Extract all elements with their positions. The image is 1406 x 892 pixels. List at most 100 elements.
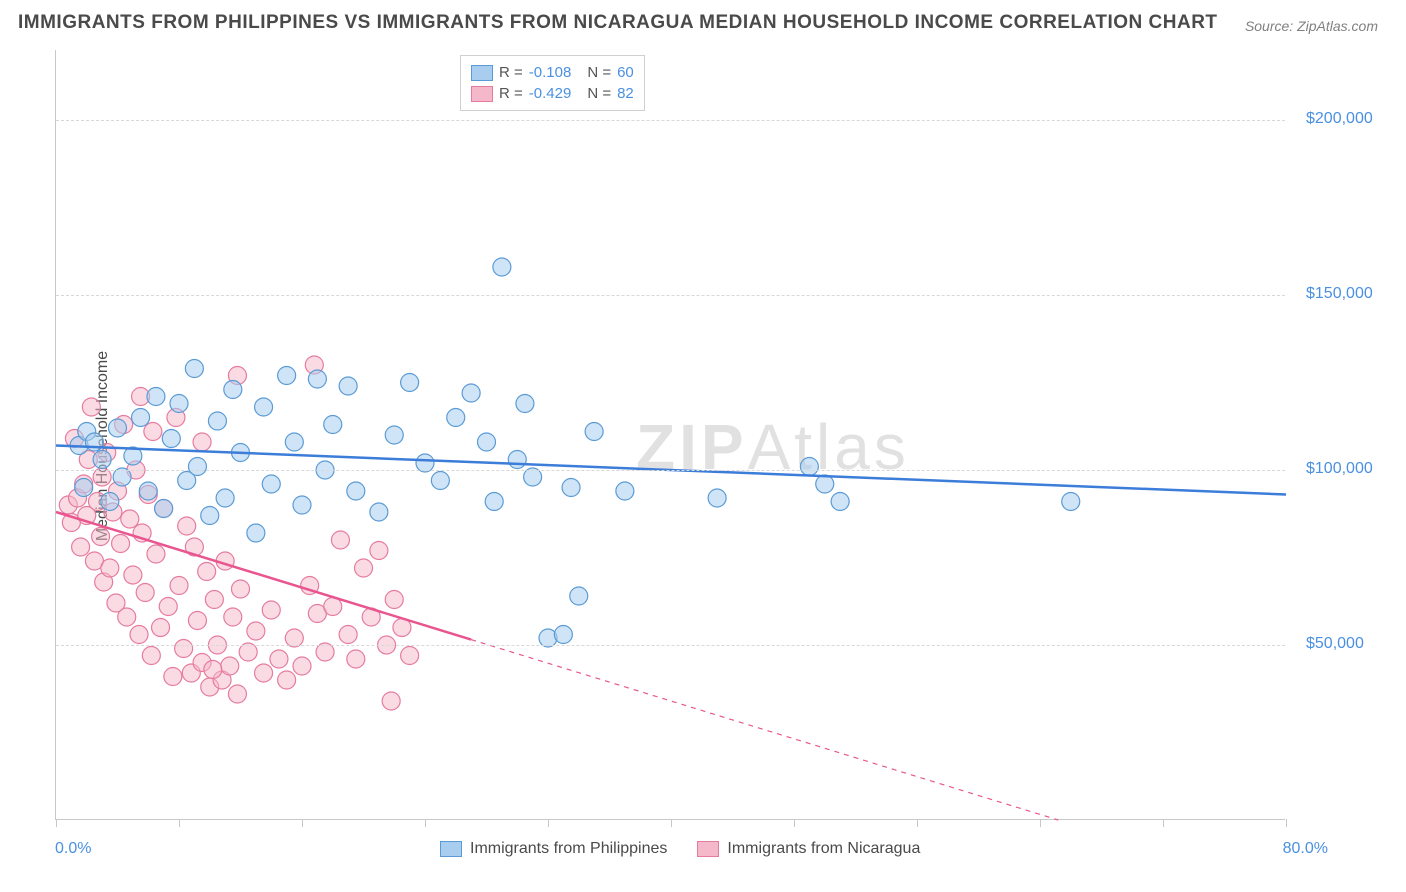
data-point-nicaragua xyxy=(147,545,165,563)
data-point-philippines xyxy=(493,258,511,276)
data-point-nicaragua xyxy=(278,671,296,689)
data-point-philippines xyxy=(247,524,265,542)
legend-bottom-item-2: Immigrants from Nicaragua xyxy=(697,840,920,858)
legend-top-row-2: R = -0.429 N = 82 xyxy=(471,83,634,104)
ytick-label: $100,000 xyxy=(1306,460,1373,478)
data-point-nicaragua xyxy=(204,661,222,679)
data-point-nicaragua xyxy=(118,608,136,626)
data-point-nicaragua xyxy=(142,647,160,665)
data-point-nicaragua xyxy=(124,566,142,584)
gridline xyxy=(56,295,1285,296)
data-point-philippines xyxy=(800,458,818,476)
data-point-nicaragua xyxy=(121,510,139,528)
chart-container: IMMIGRANTS FROM PHILIPPINES VS IMMIGRANT… xyxy=(0,0,1406,892)
ytick-label: $150,000 xyxy=(1306,285,1373,303)
data-point-philippines xyxy=(101,493,119,511)
data-point-nicaragua xyxy=(178,517,196,535)
ytick-label: $200,000 xyxy=(1306,110,1373,128)
data-point-philippines xyxy=(185,360,203,378)
data-point-nicaragua xyxy=(331,531,349,549)
data-point-philippines xyxy=(708,489,726,507)
data-point-philippines xyxy=(585,423,603,441)
x-min-label: 0.0% xyxy=(55,840,91,858)
data-point-philippines xyxy=(508,451,526,469)
data-point-nicaragua xyxy=(355,559,373,577)
swatch-philippines-b xyxy=(440,841,462,857)
data-point-nicaragua xyxy=(255,664,273,682)
xtick xyxy=(56,819,57,827)
data-point-philippines xyxy=(431,472,449,490)
data-point-philippines xyxy=(308,370,326,388)
data-point-philippines xyxy=(370,503,388,521)
data-point-nicaragua xyxy=(221,657,239,675)
data-point-nicaragua xyxy=(262,601,280,619)
data-point-philippines xyxy=(162,430,180,448)
data-point-nicaragua xyxy=(198,563,216,581)
data-point-nicaragua xyxy=(164,668,182,686)
data-point-nicaragua xyxy=(228,685,246,703)
swatch-nicaragua xyxy=(471,86,493,102)
data-point-nicaragua xyxy=(347,650,365,668)
data-point-nicaragua xyxy=(188,612,206,630)
data-point-philippines xyxy=(285,433,303,451)
xtick xyxy=(302,819,303,827)
xtick xyxy=(1040,819,1041,827)
data-point-nicaragua xyxy=(293,657,311,675)
data-point-philippines xyxy=(262,475,280,493)
data-point-philippines xyxy=(255,398,273,416)
ytick-label: $50,000 xyxy=(1306,635,1364,653)
data-point-nicaragua xyxy=(175,640,193,658)
data-point-nicaragua xyxy=(144,423,162,441)
swatch-philippines xyxy=(471,65,493,81)
data-point-nicaragua xyxy=(136,584,154,602)
data-point-philippines xyxy=(401,374,419,392)
data-point-philippines xyxy=(188,458,206,476)
plot-area: ZIPAtlas $50,000$100,000$150,000$200,000 xyxy=(55,50,1285,820)
legend-top-row-1: R = -0.108 N = 60 xyxy=(471,62,634,83)
gridline xyxy=(56,645,1285,646)
data-point-philippines xyxy=(447,409,465,427)
data-point-philippines xyxy=(155,500,173,518)
legend-bottom: Immigrants from Philippines Immigrants f… xyxy=(440,840,920,858)
chart-title: IMMIGRANTS FROM PHILIPPINES VS IMMIGRANT… xyxy=(18,12,1218,34)
xtick xyxy=(425,819,426,827)
xtick xyxy=(671,819,672,827)
data-point-philippines xyxy=(554,626,572,644)
data-point-nicaragua xyxy=(247,622,265,640)
source-label: Source: ZipAtlas.com xyxy=(1245,18,1378,34)
xtick xyxy=(1163,819,1164,827)
data-point-philippines xyxy=(139,482,157,500)
data-point-nicaragua xyxy=(339,626,357,644)
x-max-label: 80.0% xyxy=(1283,840,1328,858)
data-point-philippines xyxy=(616,482,634,500)
data-point-nicaragua xyxy=(170,577,188,595)
trend-line-dash-nicaragua xyxy=(471,640,1058,820)
data-point-nicaragua xyxy=(382,692,400,710)
data-point-nicaragua xyxy=(159,598,177,616)
data-point-philippines xyxy=(339,377,357,395)
xtick xyxy=(1286,819,1287,827)
data-point-nicaragua xyxy=(385,591,403,609)
data-point-philippines xyxy=(201,507,219,525)
data-point-nicaragua xyxy=(82,398,100,416)
data-point-nicaragua xyxy=(152,619,170,637)
data-point-philippines xyxy=(516,395,534,413)
data-point-philippines xyxy=(293,496,311,514)
data-point-philippines xyxy=(147,388,165,406)
data-point-philippines xyxy=(208,412,226,430)
data-point-nicaragua xyxy=(224,608,242,626)
data-point-philippines xyxy=(562,479,580,497)
gridline xyxy=(56,470,1285,471)
data-point-philippines xyxy=(1062,493,1080,511)
data-point-philippines xyxy=(485,493,503,511)
data-point-philippines xyxy=(93,451,111,469)
data-point-philippines xyxy=(75,479,93,497)
data-point-nicaragua xyxy=(401,647,419,665)
legend-label-philippines: Immigrants from Philippines xyxy=(470,840,667,858)
data-point-nicaragua xyxy=(232,580,250,598)
data-point-philippines xyxy=(132,409,150,427)
data-point-philippines xyxy=(224,381,242,399)
data-point-nicaragua xyxy=(370,542,388,560)
data-point-nicaragua xyxy=(130,626,148,644)
data-point-nicaragua xyxy=(92,528,110,546)
